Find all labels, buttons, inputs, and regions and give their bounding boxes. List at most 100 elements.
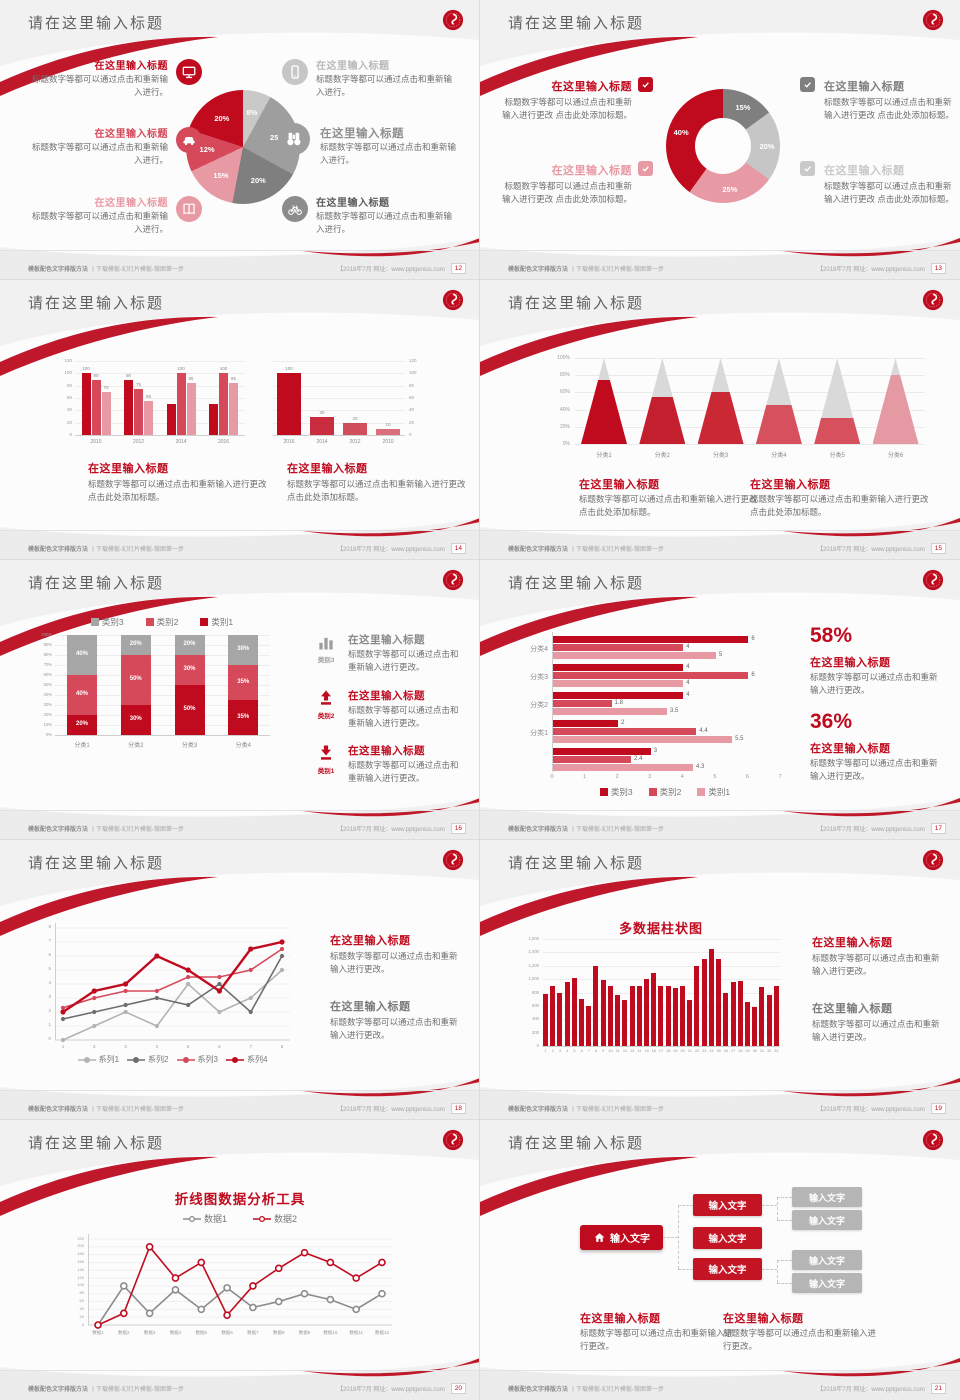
gridline	[75, 398, 245, 399]
gridline	[75, 361, 245, 362]
y-axis-label: 8	[48, 924, 51, 929]
slide[interactable]: 请在这里输入标题 输入文字 输入文字 输入文字 输入文字 输入文字 输入文字 输入文字 输入文…	[479, 1119, 960, 1400]
y-axis-label: 800	[532, 989, 539, 995]
bar-value-label: 5	[718, 652, 723, 658]
pyramid-fill	[697, 392, 744, 444]
slide[interactable]: 请在这里输入标题 0% 20% 40% 60% 80% 100% 分类1 分类2 分类3 分类4 分…	[479, 279, 960, 561]
y-axis-label: 90%	[43, 642, 52, 647]
chart-legend: 类别3 类别2 类别1	[62, 616, 262, 628]
slide[interactable]: 请在这里输入标题 8%25%20%15%12%20%在这里输入标题标题数字等都可…	[0, 0, 481, 281]
slide[interactable]: 请在这里输入标题 折线图数据分析工具 数据1 数据2 0 20 40 60 80 100 120 1…	[0, 1119, 481, 1400]
slide-footer: 模板配色文字排版方法 丨下载模板-幻灯片模板-做图第一步 【2018年7月 网址：…	[508, 263, 946, 274]
bar	[665, 986, 671, 1046]
connector-line	[777, 1283, 792, 1284]
bar-value-label: 100	[285, 366, 293, 372]
tree-leaf-node[interactable]: 输入文字	[792, 1250, 862, 1270]
connector-line	[777, 1260, 778, 1283]
y-axis-label: 220	[77, 1235, 84, 1241]
x-axis-label: 分类4	[771, 453, 787, 459]
x-axis-label: 分类4	[235, 743, 251, 749]
bar-value-label: 2	[621, 720, 625, 726]
slide[interactable]: 请在这里输入标题 0 20 40 60 80 100 120 100 90 70 2010 90 75 5…	[0, 279, 481, 561]
bar-value-label: 4	[686, 664, 690, 670]
tree-mid-node[interactable]: 输入文字	[693, 1194, 762, 1216]
footer-left-title: 模板配色文字排版方法	[508, 1387, 569, 1393]
tree-mid-node[interactable]: 输入文字	[693, 1258, 762, 1280]
y-axis-label: 分类4	[530, 646, 548, 653]
y-axis-label: 80	[409, 382, 415, 388]
legend-swatch	[176, 1056, 195, 1064]
y-axis-label: 140	[77, 1266, 84, 1272]
page-number: 19	[930, 1103, 946, 1114]
bar-value-label: 75	[135, 381, 141, 387]
tree-root-node[interactable]: 输入文字	[580, 1225, 663, 1250]
gridline	[75, 410, 245, 412]
block-heading: 在这里输入标题	[580, 1313, 661, 1325]
gridline	[55, 705, 270, 706]
gridline	[273, 398, 405, 399]
slide[interactable]: 请在这里输入标题 15% 20% 25% 40% 在这里输入标题 标题数字等都可以通过点击…	[479, 0, 960, 281]
legend-swatch	[145, 618, 154, 626]
legend-item: 类别3	[599, 786, 633, 798]
connector-line	[678, 1269, 693, 1270]
y-axis-label: 3	[48, 994, 51, 999]
bar	[737, 981, 743, 1046]
bar-value-label: 4.4	[699, 728, 708, 734]
legend-swatch	[90, 618, 99, 626]
tree-leaf-node[interactable]: 输入文字	[792, 1210, 862, 1230]
pyramid-shape	[581, 358, 627, 444]
bar	[557, 992, 563, 1046]
footer-left-title: 模板配色文字排版方法	[28, 547, 89, 553]
tree-leaf-node[interactable]: 输入文字	[792, 1187, 862, 1207]
footer-left-title: 模板配色文字排版方法	[508, 547, 569, 553]
slide[interactable]: 请在这里输入标题 分类4 6 4 5 分类3 4 6 4 分类2 4 1.8 3.5 分类1 2 4.4 5.…	[479, 559, 960, 841]
legend-item: 类别2	[648, 786, 681, 798]
bar	[310, 416, 334, 435]
bar	[708, 949, 714, 1046]
block-heading: 在这里输入标题	[824, 165, 905, 177]
bar-value-label: 90	[93, 372, 99, 378]
pyramid-fill	[814, 418, 861, 444]
school-seal-icon	[442, 289, 464, 311]
bar-value-label: 1.8	[614, 700, 623, 706]
footer-left-title: 模板配色文字排版方法	[28, 1107, 89, 1113]
gridline	[75, 373, 245, 375]
x-axis-label: 8	[595, 1049, 598, 1053]
legend-item: 系列2	[127, 1054, 169, 1065]
segment-label: 20%	[129, 641, 142, 647]
block-body: 标题数字等都可以通过点击和重新输入进行更改。	[812, 953, 940, 977]
tree-root-label: 输入文字	[610, 1234, 650, 1245]
bar-value-label: 4	[686, 692, 690, 698]
bar	[553, 692, 684, 699]
block-heading: 在这里输入标题	[551, 165, 632, 177]
tree-leaf-node[interactable]: 输入文字	[792, 1273, 862, 1293]
bar	[553, 756, 632, 763]
x-axis-label: 5	[573, 1049, 576, 1053]
bar	[219, 373, 228, 435]
slide[interactable]: 请在这里输入标题 多数据柱状图 0 200 400 600 800 1,000 1,200 1,…	[479, 839, 960, 1121]
x-axis-label: 数据7	[247, 1330, 259, 1335]
bar	[680, 985, 686, 1046]
block-body: 标题数字等都可以通过点击和重新输入进行更改。	[723, 1328, 877, 1352]
block-body: 标题数字等都可以通过点击和重新输入进行更改。	[812, 1019, 940, 1043]
connector-line	[762, 1205, 777, 1206]
segment-label: 30%	[129, 716, 142, 722]
bar	[343, 422, 367, 435]
legend-item: 类别3	[90, 616, 124, 628]
pyramid-shape	[755, 358, 802, 444]
slide-title: 请在这里输入标题	[508, 855, 645, 872]
school-seal-icon	[922, 289, 944, 311]
bar	[672, 987, 678, 1046]
footer-left-sub: 丨下载模板-幻灯片模板-做图第一步	[90, 1107, 185, 1113]
legend-swatch	[225, 1056, 244, 1064]
x-axis-label: 6	[218, 1044, 221, 1049]
x-axis-label: 4	[155, 1044, 159, 1049]
gridline	[575, 444, 925, 445]
y-axis-label: 70%	[43, 662, 52, 667]
y-axis-label: 80%	[559, 372, 570, 379]
y-axis-label: 100	[64, 370, 72, 376]
slide[interactable]: 请在这里输入标题 0 1 2 3 4 5 6 7 8 1 2 3 4 5 6 7 8 系列1 系列2 系列3 系列4 在这…	[0, 839, 481, 1121]
tree-mid-node[interactable]: 输入文字	[693, 1227, 762, 1249]
slide[interactable]: 请在这里输入标题 0% 10% 20% 30% 40% 50% 60% 70% 80% 90% 10…	[0, 559, 481, 841]
